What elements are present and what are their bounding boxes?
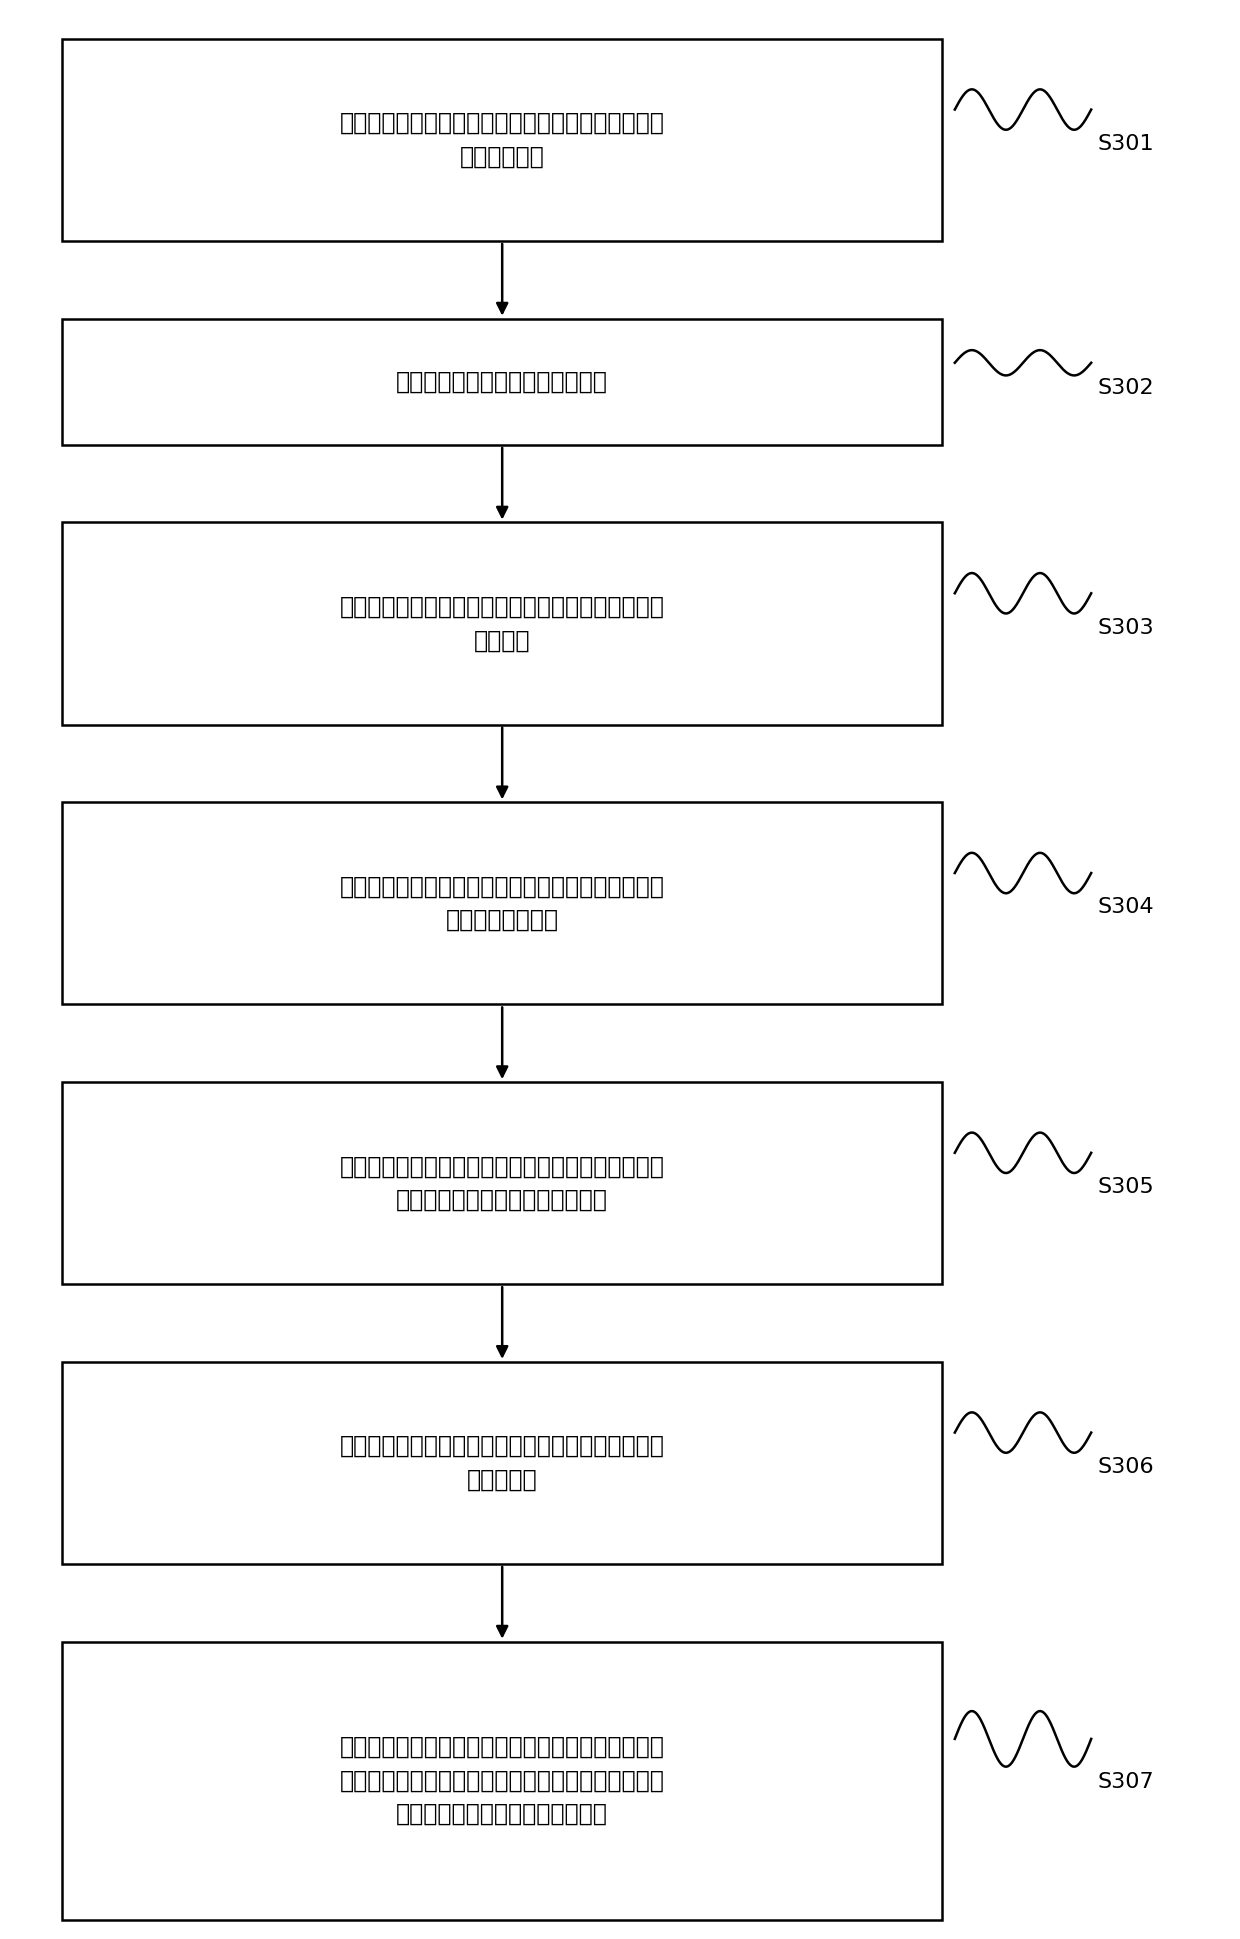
Text: S307: S307 [1097, 1772, 1154, 1792]
Text: S305: S305 [1097, 1177, 1154, 1196]
FancyBboxPatch shape [62, 1361, 942, 1565]
Text: 接收用户终端发送的搜索指令，所述搜索指令用于搜
索可更换电池: 接收用户终端发送的搜索指令，所述搜索指令用于搜 索可更换电池 [340, 111, 665, 169]
Text: S303: S303 [1097, 617, 1154, 638]
Text: S304: S304 [1097, 898, 1154, 917]
FancyBboxPatch shape [62, 318, 942, 444]
Text: 获取所述用户终端的第一位置信息: 获取所述用户终端的第一位置信息 [397, 370, 608, 394]
FancyBboxPatch shape [62, 1642, 942, 1920]
FancyBboxPatch shape [62, 803, 942, 1004]
Text: 向所述用户终端发送提取码，所述提取码与所述选择
指令相对应: 向所述用户终端发送提取码，所述提取码与所述选择 指令相对应 [340, 1435, 665, 1491]
Text: 当接收到用户输入所述提取码时，打开所述选择指令
对应的可更换电池的柜口，以使用户从所述柜口中取
走所述选择指令对应的可更换电池: 当接收到用户输入所述提取码时，打开所述选择指令 对应的可更换电池的柜口，以使用户… [340, 1735, 665, 1827]
Text: 将每个所述可更换电池的位置信息和编号信息分别发
送至所述用户终端: 将每个所述可更换电池的位置信息和编号信息分别发 送至所述用户终端 [340, 874, 665, 933]
Text: S302: S302 [1097, 378, 1154, 397]
Text: S306: S306 [1097, 1456, 1154, 1478]
FancyBboxPatch shape [62, 1082, 942, 1284]
Text: S301: S301 [1097, 134, 1154, 153]
Text: 接收用户的选择指令，所述选择指令为从所有的可更
换电池中选择其中一个可更换电池: 接收用户的选择指令，所述选择指令为从所有的可更 换电池中选择其中一个可更换电池 [340, 1154, 665, 1212]
Text: 根据所述第一位置信息查找预设区域范围内所有的可
更换电池: 根据所述第一位置信息查找预设区域范围内所有的可 更换电池 [340, 595, 665, 652]
FancyBboxPatch shape [62, 522, 942, 725]
FancyBboxPatch shape [62, 39, 942, 240]
